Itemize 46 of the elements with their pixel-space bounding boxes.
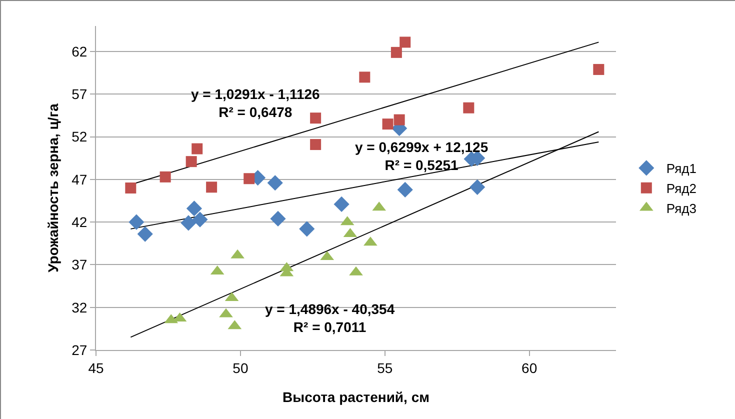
point xyxy=(400,36,411,48)
annotation: y = 1,4896x - 40,354 R² = 0,7011 xyxy=(265,301,395,336)
point xyxy=(186,200,202,216)
x-tick-label: 50 xyxy=(232,360,248,376)
point xyxy=(593,64,604,75)
y-tick-label: 62 xyxy=(72,43,88,60)
point xyxy=(244,173,255,184)
point xyxy=(125,182,136,194)
y-tick-label: 42 xyxy=(72,214,88,230)
point xyxy=(137,226,153,242)
point xyxy=(310,112,322,124)
x-tick-label: 45 xyxy=(88,360,104,376)
y-tick-label: 27 xyxy=(72,342,88,358)
y-tick-label: 52 xyxy=(72,128,88,145)
point xyxy=(267,175,283,191)
point xyxy=(394,114,405,126)
point xyxy=(128,214,144,230)
point xyxy=(470,179,486,195)
y-axis-title: Урожайность зерна, ц/га xyxy=(45,103,61,272)
x-axis-title: Высота растений, см xyxy=(282,389,430,405)
y-tick-label: 57 xyxy=(72,86,88,102)
legend-label: Ряд2 xyxy=(666,180,697,196)
point xyxy=(334,196,350,212)
point xyxy=(382,118,394,130)
x-tick-label: 60 xyxy=(522,360,538,376)
point xyxy=(192,143,203,154)
x-tick-label: 55 xyxy=(377,360,393,376)
legend-label: Ряд3 xyxy=(666,200,697,216)
point xyxy=(397,182,413,198)
point xyxy=(186,156,197,168)
point xyxy=(206,182,218,193)
legend-label: Ряд1 xyxy=(666,161,697,176)
point xyxy=(299,221,315,237)
point xyxy=(160,171,171,182)
y-tick-label: 37 xyxy=(72,256,88,273)
point xyxy=(310,139,322,150)
y-tick-label: 32 xyxy=(72,299,88,316)
point xyxy=(180,215,196,231)
point xyxy=(270,210,286,226)
annotation: y = 1,0291x - 1,1126 R² = 0,6478 xyxy=(191,86,320,120)
y-tick-label: 47 xyxy=(72,171,88,188)
point xyxy=(192,212,208,228)
point xyxy=(463,102,474,114)
point xyxy=(390,46,402,58)
point xyxy=(359,72,370,83)
annotation: y = 0,6299x + 12,125 R² = 0,5251 xyxy=(355,139,488,174)
